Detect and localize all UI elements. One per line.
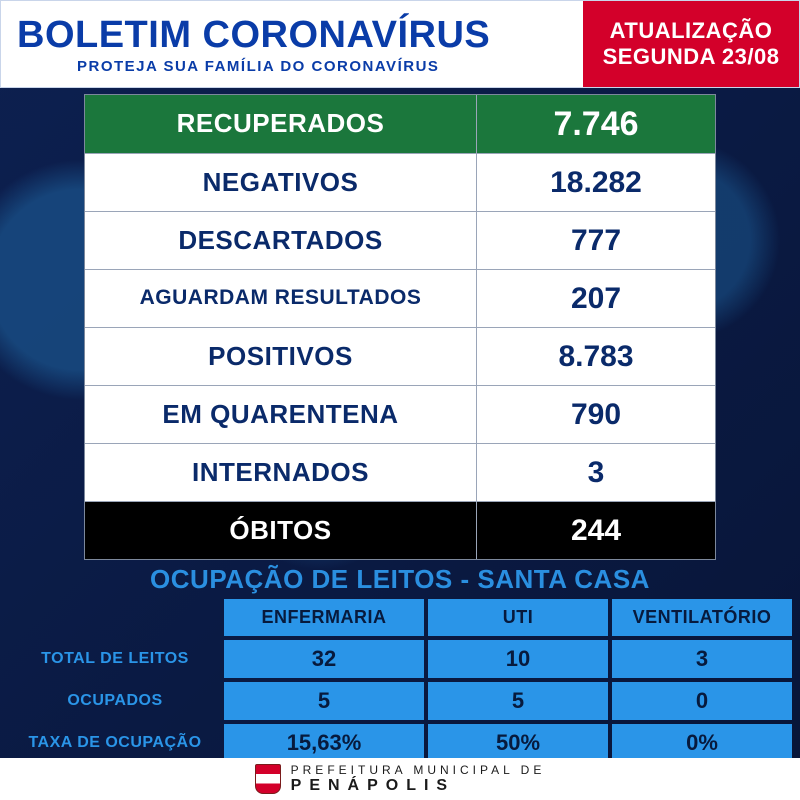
update-label: ATUALIZAÇÃO (610, 18, 773, 44)
row-obitos: ÓBITOS 244 (85, 501, 715, 559)
beds-col-ventilatorio: VENTILATÓRIO (612, 599, 792, 636)
label-obitos: ÓBITOS (85, 502, 477, 559)
beds-total-uti: 10 (428, 640, 608, 678)
label-aguardam: AGUARDAM RESULTADOS (85, 270, 477, 327)
header-title: BOLETIM CORONAVÍRUS (17, 16, 571, 54)
footer-line1: PREFEITURA MUNICIPAL DE (291, 763, 546, 777)
value-negativos: 18.282 (477, 154, 715, 211)
header-update-box: ATUALIZAÇÃO SEGUNDA 23/08 (583, 1, 799, 87)
row-descartados: DESCARTADOS 777 (85, 211, 715, 269)
beds-row-ocupados-label: OCUPADOS (10, 682, 220, 720)
beds-occ-vent: 0 (612, 682, 792, 720)
beds-rate-vent: 0% (612, 724, 792, 762)
beds-col-enfermaria: ENFERMARIA (224, 599, 424, 636)
value-obitos: 244 (477, 502, 715, 559)
label-quarentena: EM QUARENTENA (85, 386, 477, 443)
header: BOLETIM CORONAVÍRUS PROTEJA SUA FAMÍLIA … (0, 0, 800, 88)
row-positivos: POSITIVOS 8.783 (85, 327, 715, 385)
row-quarentena: EM QUARENTENA 790 (85, 385, 715, 443)
value-descartados: 777 (477, 212, 715, 269)
row-internados: INTERNADOS 3 (85, 443, 715, 501)
beds-table: ENFERMARIA UTI VENTILATÓRIO TOTAL DE LEI… (10, 599, 790, 762)
row-negativos: NEGATIVOS 18.282 (85, 153, 715, 211)
footer-line2: PENÁPOLIS (291, 777, 546, 795)
beds-row-total-label: TOTAL DE LEITOS (10, 640, 220, 678)
city-crest-icon (255, 764, 281, 794)
label-negativos: NEGATIVOS (85, 154, 477, 211)
label-positivos: POSITIVOS (85, 328, 477, 385)
beds-corner-blank (10, 599, 220, 636)
value-recuperados: 7.746 (477, 95, 715, 153)
row-aguardam: AGUARDAM RESULTADOS 207 (85, 269, 715, 327)
label-descartados: DESCARTADOS (85, 212, 477, 269)
header-subtitle: PROTEJA SUA FAMÍLIA DO CORONAVÍRUS (77, 58, 571, 75)
beds-rate-uti: 50% (428, 724, 608, 762)
beds-row-taxa-label: TAXA DE OCUPAÇÃO (10, 724, 220, 762)
beds-total-vent: 3 (612, 640, 792, 678)
beds-rate-enf: 15,63% (224, 724, 424, 762)
beds-total-enf: 32 (224, 640, 424, 678)
header-left: BOLETIM CORONAVÍRUS PROTEJA SUA FAMÍLIA … (1, 1, 583, 87)
value-internados: 3 (477, 444, 715, 501)
main-stats-table: RECUPERADOS 7.746 NEGATIVOS 18.282 DESCA… (84, 94, 716, 560)
beds-occ-enf: 5 (224, 682, 424, 720)
label-internados: INTERNADOS (85, 444, 477, 501)
footer: PREFEITURA MUNICIPAL DE PENÁPOLIS (0, 758, 800, 800)
value-aguardam: 207 (477, 270, 715, 327)
footer-text: PREFEITURA MUNICIPAL DE PENÁPOLIS (291, 764, 546, 795)
value-quarentena: 790 (477, 386, 715, 443)
update-date: SEGUNDA 23/08 (603, 44, 780, 70)
beds-section-title: OCUPAÇÃO DE LEITOS - SANTA CASA (0, 564, 800, 595)
beds-occ-uti: 5 (428, 682, 608, 720)
label-recuperados: RECUPERADOS (85, 95, 477, 153)
beds-col-uti: UTI (428, 599, 608, 636)
row-recuperados: RECUPERADOS 7.746 (85, 95, 715, 153)
value-positivos: 8.783 (477, 328, 715, 385)
